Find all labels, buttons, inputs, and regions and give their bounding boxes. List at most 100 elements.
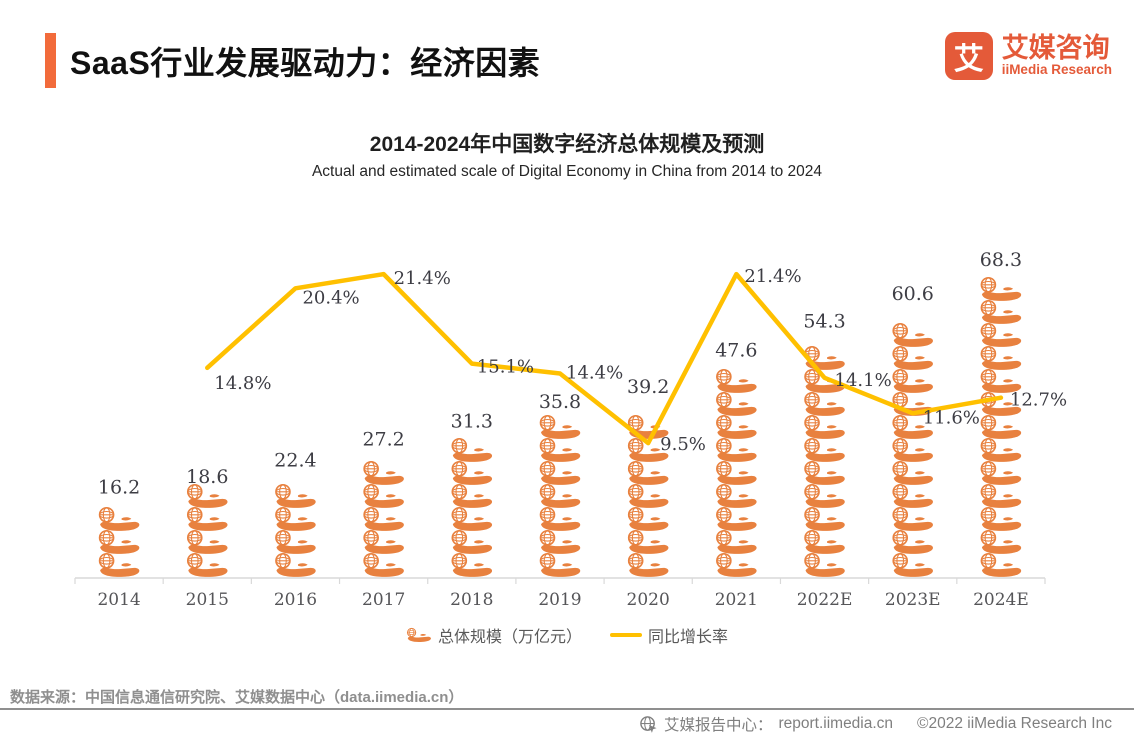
hand-globe-icon <box>275 529 317 555</box>
hand-globe-icon <box>804 506 846 532</box>
x-axis-label-2023E: 2023E <box>885 590 941 610</box>
bar-2014: 16.2 <box>98 476 141 578</box>
hand-globe-icon <box>363 460 405 486</box>
hand-globe-icon <box>892 552 934 578</box>
hand-globe-icon <box>716 483 758 509</box>
bar-2024E: 68.3 <box>980 249 1022 578</box>
hand-globe-icon <box>451 483 493 509</box>
hand-globe-icon <box>980 529 1022 555</box>
bar-2016: 22.4 <box>274 449 317 578</box>
title-accent-bar <box>45 33 56 88</box>
hand-globe-icon <box>451 506 493 532</box>
hand-globe-icon <box>451 529 493 555</box>
growth-label-2020: 9.5% <box>660 434 706 455</box>
globe-cursor-icon <box>640 715 657 733</box>
hand-globe-icon <box>186 529 229 555</box>
bar-value-label: 31.3 <box>451 411 493 433</box>
bar-value-label: 18.6 <box>186 466 228 488</box>
hand-globe-icon <box>804 552 846 578</box>
x-axis-label-2020: 2020 <box>627 590 670 610</box>
hand-globe-icon <box>716 368 758 394</box>
hand-globe-icon <box>980 276 1022 302</box>
hand-globe-icon <box>980 437 1022 463</box>
hand-globe-icon <box>892 368 934 394</box>
bar-2020: 39.2 <box>627 376 670 578</box>
growth-label-2018: 15.1% <box>477 357 534 378</box>
hand-globe-icon <box>363 552 405 578</box>
x-axis-label-2024E: 2024E <box>973 590 1029 610</box>
footer-divider <box>0 708 1134 710</box>
hand-globe-icon <box>716 506 758 532</box>
legend-line-swatch <box>610 633 642 637</box>
bar-2015: 18.6 <box>186 466 229 578</box>
hand-globe-icon <box>627 460 670 486</box>
hand-globe-icon <box>892 529 934 555</box>
legend-item-growth: 同比增长率 <box>610 623 728 647</box>
growth-label-2017: 21.4% <box>394 268 451 289</box>
hand-globe-icon <box>892 437 934 463</box>
hand-globe-icon <box>539 460 582 486</box>
bar-value-label: 54.3 <box>803 310 845 332</box>
hand-globe-icon <box>627 483 670 509</box>
growth-label-2016: 20.4% <box>302 287 359 308</box>
hand-globe-icon <box>186 483 229 509</box>
growth-label-2024E: 12.7% <box>1010 390 1067 411</box>
hand-globe-icon <box>804 414 846 440</box>
hand-globe-icon <box>980 552 1022 578</box>
hand-globe-icon <box>539 552 582 578</box>
copyright: ©2022 iiMedia Research Inc <box>917 715 1112 732</box>
hand-globe-icon <box>363 506 405 532</box>
bar-value-label: 27.2 <box>362 428 404 450</box>
bar-2021: 47.6 <box>715 339 758 578</box>
footer: 艾媒报告中心： report.iimedia.cn ©2022 iiMedia R… <box>639 713 1112 735</box>
hand-globe-icon <box>363 529 405 555</box>
hand-globe-icon <box>98 552 141 578</box>
bar-2019: 35.8 <box>539 391 582 578</box>
hand-globe-icon <box>539 529 582 555</box>
hand-globe-icon <box>804 345 846 371</box>
x-axis-label-2017: 2017 <box>362 590 405 610</box>
page-title: SaaS行业发展驱动力：经济因素 <box>70 45 541 81</box>
hand-globe-icon <box>275 483 317 509</box>
hand-globe-icon <box>980 345 1022 371</box>
bar-value-label: 68.3 <box>980 249 1022 271</box>
hand-globe-icon <box>804 460 846 486</box>
legend-item-scale: 总体规模（万亿元） <box>406 623 582 647</box>
legend-growth-label: 同比增长率 <box>648 629 729 646</box>
hand-globe-icon <box>98 529 141 555</box>
hand-globe-icon <box>980 460 1022 486</box>
growth-label-2023E: 11.6% <box>923 407 980 428</box>
bar-value-label: 39.2 <box>627 376 669 398</box>
hand-globe-icon <box>275 506 317 532</box>
hand-globe-icon <box>539 483 582 509</box>
chart-title: 2014-2024年中国数字经济总体规模及预测 <box>369 133 765 156</box>
hand-globe-icon <box>275 552 317 578</box>
x-axis-label-2018: 2018 <box>450 590 493 610</box>
legend-scale-label: 总体规模（万亿元） <box>437 629 582 646</box>
hand-globe-icon <box>451 460 493 486</box>
hand-globe-icon <box>716 414 758 440</box>
bar-2023E: 60.6 <box>892 283 934 578</box>
hand-globe-icon <box>627 506 670 532</box>
growth-rate-line <box>205 271 1004 446</box>
data-source-note: 数据来源：中国信息通信研究院、艾媒数据中心（data.iimedia.cn） <box>10 689 464 706</box>
hand-globe-icon <box>892 460 934 486</box>
hand-globe-icon <box>980 483 1022 509</box>
x-axis-label-2016: 2016 <box>274 590 317 610</box>
hand-globe-icon <box>98 506 141 532</box>
hand-globe-icon <box>804 529 846 555</box>
growth-label-2022E: 14.1% <box>835 370 892 391</box>
hand-globe-icon <box>804 391 846 417</box>
iimedia-logo-icon: 艾 <box>944 32 993 80</box>
hand-globe-icon <box>539 506 582 532</box>
hand-globe-icon <box>539 437 582 463</box>
report-center-label: 艾媒报告中心： <box>663 717 773 734</box>
growth-label-2021: 21.4% <box>744 266 801 287</box>
hand-globe-icon <box>980 414 1022 440</box>
hand-globe-icon <box>804 437 846 463</box>
chart-legend: 总体规模（万亿元） 同比增长率 <box>0 623 1134 647</box>
hand-globe-icon <box>186 506 229 532</box>
hand-globe-icon <box>363 483 405 509</box>
hand-globe-icon <box>451 437 493 463</box>
